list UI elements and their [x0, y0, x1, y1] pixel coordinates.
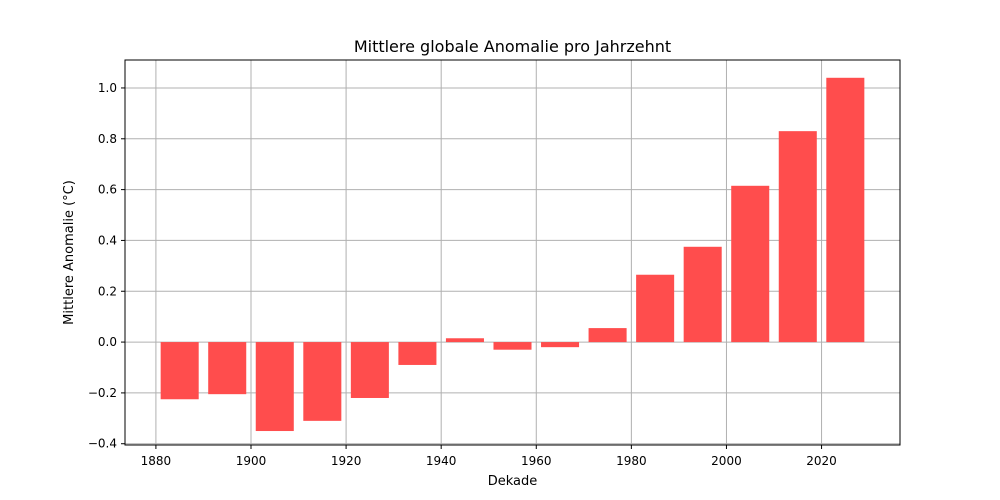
bar-1895: [208, 342, 247, 395]
bar-1905: [255, 342, 294, 432]
bar-2025: [826, 77, 865, 343]
y-tick-label: 1.0: [98, 81, 117, 95]
bars: [160, 77, 865, 432]
bar-1885: [160, 342, 199, 400]
bar-1955: [493, 342, 532, 350]
bar-1925: [350, 342, 389, 398]
y-tick-label: 0.8: [98, 132, 117, 146]
bar-1965: [541, 342, 580, 348]
x-tick-label: 1900: [236, 454, 267, 468]
x-tick-label: 1980: [616, 454, 647, 468]
y-tick-label: 0.0: [98, 335, 117, 349]
y-tick-label: −0.4: [88, 437, 117, 451]
bar-1935: [398, 342, 437, 365]
bar-1975: [588, 328, 627, 343]
y-tick-label: −0.2: [88, 386, 117, 400]
grid: [125, 60, 900, 445]
x-tick-label: 1940: [426, 454, 457, 468]
y-tick-label: 0.2: [98, 284, 117, 298]
plot-area-frame: [124, 59, 901, 446]
y-axis-ticks: −0.4 −0.2 0.0 0.2 0.4 0.6 0.8 1.0: [88, 81, 125, 451]
x-axis-label: Dekade: [488, 474, 538, 489]
bar-1995: [683, 246, 722, 343]
x-axis-ticks: 1880 1900 1920 1940 1960 1980 2000 2020: [141, 445, 837, 468]
x-tick-label: 2020: [806, 454, 837, 468]
x-tick-label: 1880: [141, 454, 172, 468]
bar-1915: [303, 342, 342, 421]
bar-2015: [778, 131, 817, 343]
bar-1945: [445, 338, 484, 343]
y-tick-label: 0.6: [98, 183, 117, 197]
chart-title: Mittlere globale Anomalie pro Jahrzehnt: [354, 37, 671, 56]
bar-1985: [636, 274, 675, 343]
x-tick-label: 1960: [521, 454, 552, 468]
y-axis-label: Mittlere Anomalie (°C): [62, 180, 77, 325]
x-tick-label: 2000: [711, 454, 742, 468]
y-tick-label: 0.4: [98, 233, 117, 247]
bar-2005: [731, 185, 770, 343]
x-tick-label: 1920: [331, 454, 362, 468]
